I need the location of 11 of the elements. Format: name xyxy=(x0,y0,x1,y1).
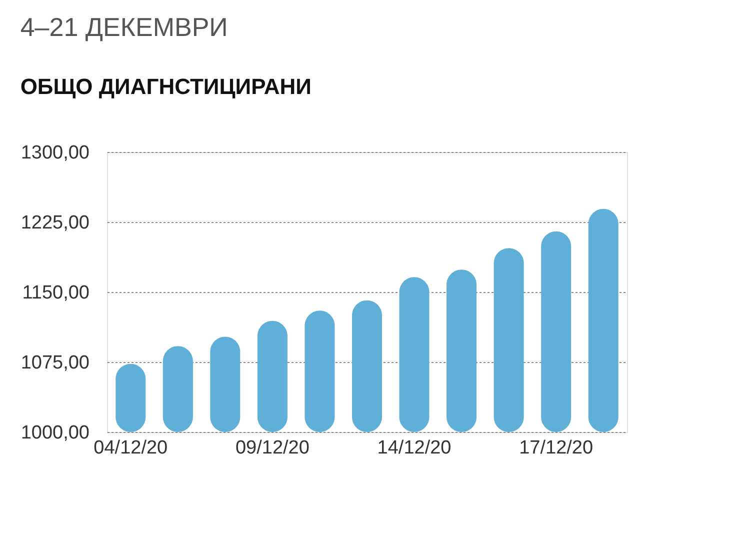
y-tick-label: 1225,00 xyxy=(20,212,90,234)
y-tick-label: 1150,00 xyxy=(22,282,90,304)
x-tick-label: 04/12/20 xyxy=(94,438,168,458)
x-tick-label: 09/12/20 xyxy=(235,438,310,458)
x-tick-label: 14/12/20 xyxy=(377,438,452,458)
chart-title: 4–21 ДЕКЕМВРИ xyxy=(20,12,228,42)
y-tick-label: 1000,00 xyxy=(20,422,90,444)
x-tick-label: 17/12/20 xyxy=(519,438,594,458)
y-tick-label: 1075,00 xyxy=(20,352,90,374)
chart-subtitle: ОБЩО ДИАГНСТИЦИРАНИ xyxy=(20,74,312,99)
y-tick-label: 1300,00 xyxy=(20,142,90,164)
